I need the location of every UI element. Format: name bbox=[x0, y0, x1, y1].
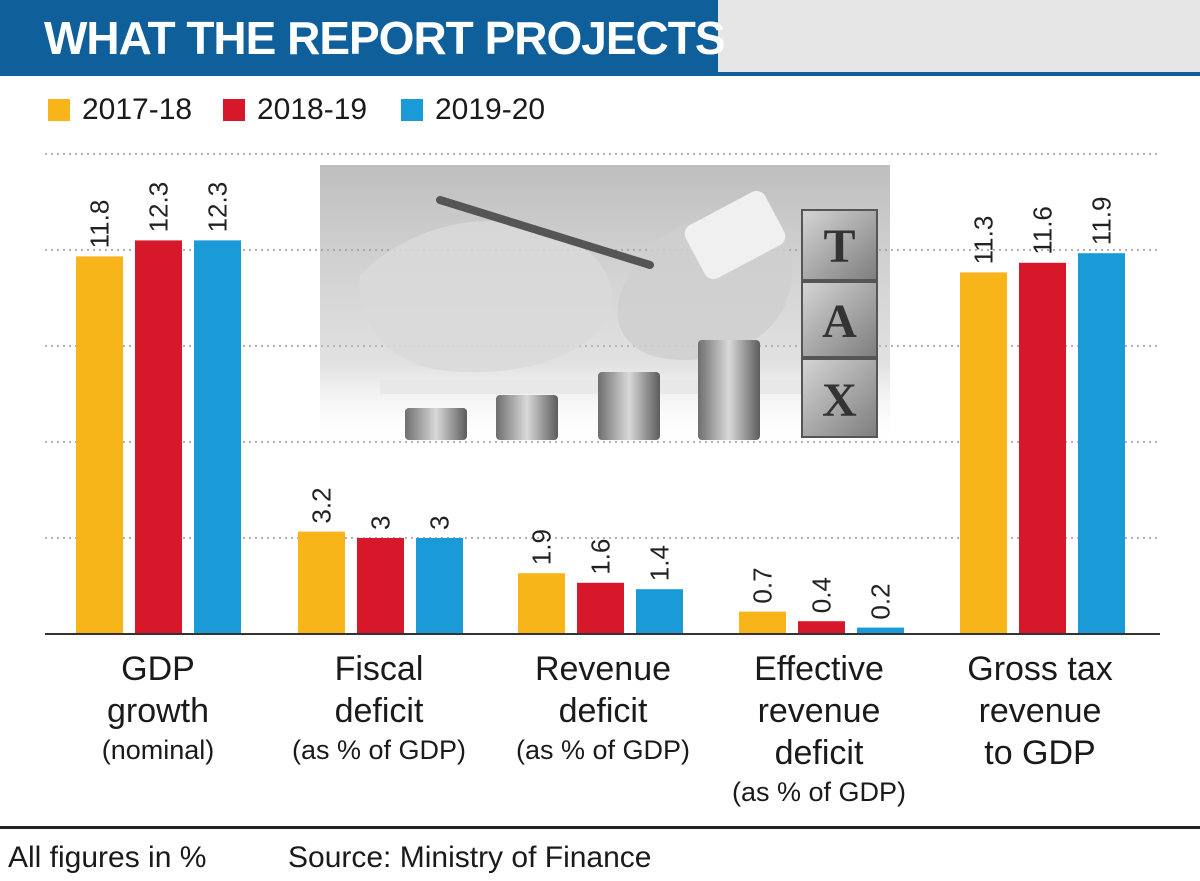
category-label-sub-line: (nominal) bbox=[101, 735, 215, 765]
data-label-2018-19-4: 11.6 bbox=[1028, 206, 1058, 255]
legend-swatch-2019-20 bbox=[401, 99, 423, 121]
tax-block-letter-x: X bbox=[822, 374, 857, 427]
category-label-main-line: GDP bbox=[121, 650, 195, 688]
bar-2017-18-0 bbox=[76, 256, 123, 634]
header-banner: WHAT THE REPORT PROJECTS bbox=[0, 0, 1200, 76]
data-label-2018-19-3: 0.4 bbox=[807, 577, 837, 613]
legend-swatch-2017-18 bbox=[48, 99, 70, 121]
page-title: WHAT THE REPORT PROJECTS bbox=[44, 12, 726, 64]
bar-2019-20-2 bbox=[636, 589, 683, 634]
bar-2018-19-3 bbox=[798, 621, 845, 634]
data-label-2017-18-1: 3.2 bbox=[307, 487, 337, 523]
category-label-main-line: to GDP bbox=[984, 734, 1096, 772]
bar-2017-18-2 bbox=[518, 573, 565, 634]
data-label-2019-20-4: 11.9 bbox=[1087, 197, 1117, 246]
bar-2017-18-1 bbox=[298, 531, 345, 634]
category-label-3: Effective revenue deficit (as % of GDP) bbox=[704, 648, 934, 810]
legend-label-2017-18: 2017-18 bbox=[82, 93, 193, 126]
category-label-main-line: revenue bbox=[757, 692, 881, 730]
tax-blocks: T A X bbox=[801, 209, 878, 438]
bar-2019-20-3 bbox=[857, 627, 904, 634]
data-label-2019-20-1: 3 bbox=[425, 516, 455, 530]
tax-blocks-and-coins-photo: T A X bbox=[320, 165, 890, 450]
bar-2018-19-0 bbox=[135, 240, 182, 634]
data-label-2018-19-1: 3 bbox=[366, 516, 396, 530]
tax-block-letter-a: A bbox=[822, 295, 857, 348]
data-label-2019-20-2: 1.4 bbox=[645, 545, 675, 581]
data-label-2018-19-2: 1.6 bbox=[586, 539, 616, 575]
chart-data-labels: 11.8 3.2 1.9 0.7 11.3 12.3 3 1.6 0.4 11.6 12.3 3 1.4… bbox=[85, 182, 1117, 620]
category-label-sub-line: (as % of GDP) bbox=[515, 735, 691, 765]
legend-swatch-2018-19 bbox=[223, 99, 245, 121]
footer-source: Source: Ministry of Finance bbox=[288, 841, 652, 874]
data-label-2018-19-0: 12.3 bbox=[144, 182, 174, 233]
footer-note: All figures in % bbox=[8, 841, 207, 874]
tax-block-letter-t: T bbox=[823, 220, 855, 273]
bar-2017-18-4 bbox=[960, 272, 1007, 634]
category-label-sub-line: (as % of GDP) bbox=[731, 777, 907, 807]
category-label-main-line: Revenue bbox=[534, 650, 672, 688]
coin-stack-4 bbox=[698, 340, 760, 440]
category-label-main-line: growth bbox=[106, 692, 210, 730]
data-label-2017-18-0: 11.8 bbox=[85, 200, 115, 249]
bar-2018-19-2 bbox=[577, 582, 624, 634]
legend-label-2018-19: 2018-19 bbox=[257, 93, 368, 126]
category-label-main-line: Fiscal bbox=[334, 650, 424, 688]
bar-2018-19-4 bbox=[1019, 262, 1066, 634]
bar-2019-20-0 bbox=[194, 240, 241, 634]
category-label-main-line: deficit bbox=[334, 692, 424, 730]
header-title-bar bbox=[0, 0, 718, 72]
data-label-2017-18-4: 11.3 bbox=[969, 216, 999, 265]
category-label-2: Revenue deficit (as % of GDP) bbox=[488, 648, 718, 768]
data-label-2017-18-3: 0.7 bbox=[748, 567, 778, 603]
coin-stack-2 bbox=[496, 395, 558, 440]
data-label-2017-18-2: 1.9 bbox=[527, 529, 557, 565]
data-label-2019-20-3: 0.2 bbox=[866, 583, 896, 619]
category-label-4: Gross tax revenue to GDP bbox=[925, 648, 1155, 774]
chart-bars bbox=[76, 240, 1125, 634]
category-label-main-line: Gross tax bbox=[967, 650, 1113, 688]
category-label-main-line: deficit bbox=[774, 734, 864, 772]
coin-stack-1 bbox=[405, 408, 467, 440]
header-rule bbox=[0, 72, 1200, 76]
category-label-main-line: revenue bbox=[978, 692, 1102, 730]
category-label-main-line: deficit bbox=[558, 692, 648, 730]
bar-2018-19-1 bbox=[357, 538, 404, 634]
category-label-0: GDP growth (nominal) bbox=[43, 648, 273, 768]
bar-2019-20-1 bbox=[416, 538, 463, 634]
bar-2019-20-4 bbox=[1078, 253, 1125, 634]
category-label-main-line: Effective bbox=[754, 650, 884, 688]
bar-2017-18-3 bbox=[739, 611, 786, 634]
category-label-sub-line: (as % of GDP) bbox=[291, 735, 467, 765]
data-label-2019-20-0: 12.3 bbox=[203, 182, 233, 233]
coin-stack-3 bbox=[598, 372, 660, 440]
legend-label-2019-20: 2019-20 bbox=[435, 93, 546, 126]
category-label-1: Fiscal deficit (as % of GDP) bbox=[264, 648, 494, 768]
footer-rule bbox=[0, 826, 1200, 829]
